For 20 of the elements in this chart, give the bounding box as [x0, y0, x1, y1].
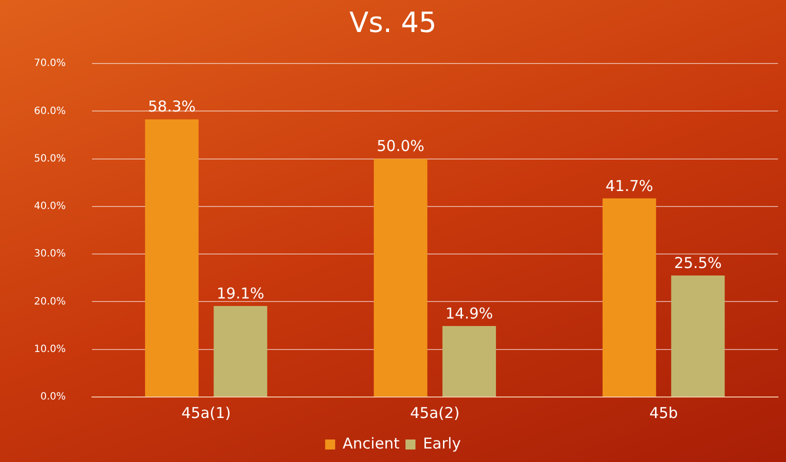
y-tick-label: 70.0%	[34, 58, 66, 70]
y-tick-label: 0.0%	[40, 392, 66, 403]
x-tick-label: 45a(1)	[181, 404, 231, 422]
data-label: 58.3%	[148, 98, 196, 116]
y-tick-label: 40.0%	[34, 201, 66, 212]
x-tick-label: 45a(2)	[410, 404, 460, 422]
data-label: 25.5%	[674, 254, 722, 272]
legend-label: Ancient	[342, 434, 400, 452]
data-label: 19.1%	[216, 284, 264, 302]
y-tick-label: 10.0%	[34, 344, 66, 355]
chart-title: Vs. 45	[349, 6, 437, 40]
y-tick-label: 30.0%	[34, 248, 66, 260]
y-tick-label: 20.0%	[34, 296, 66, 308]
data-label: 41.7%	[605, 176, 654, 195]
x-tick-label: 45b	[649, 404, 678, 422]
y-tick-label: 60.0%	[34, 106, 66, 117]
legend-label: Early	[422, 434, 461, 452]
y-tick-label: 50.0%	[34, 153, 66, 164]
data-label: 50.0%	[376, 137, 424, 156]
data-label: 14.9%	[445, 304, 494, 322]
